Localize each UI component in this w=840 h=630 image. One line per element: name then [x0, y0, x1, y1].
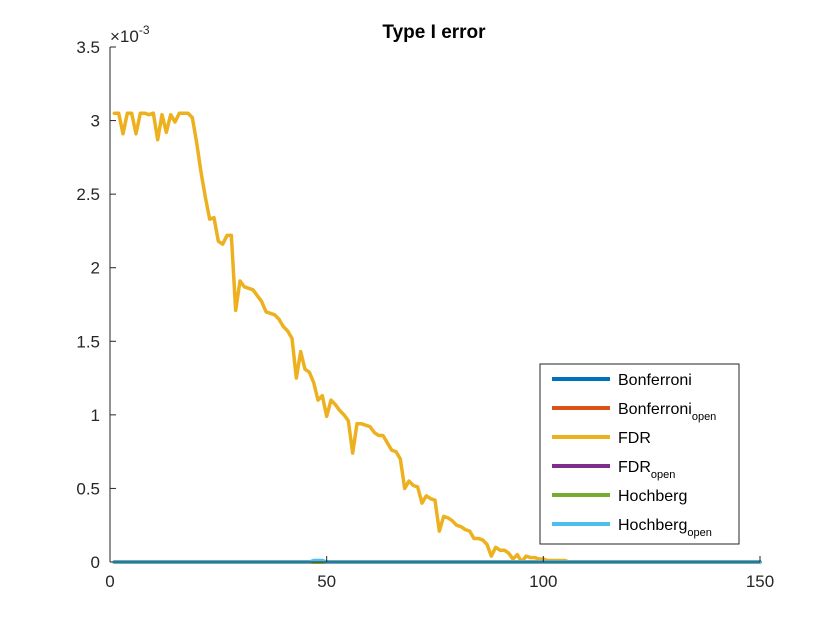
legend: Bonferroni Bonferroniopen FDR FDRopen Hochbe…	[539, 363, 740, 545]
svg-text:×10-3: ×10-3	[110, 23, 150, 46]
legend-label: Hochbergopen	[618, 517, 712, 539]
y-tick-label: 0	[91, 553, 100, 572]
y-axis-exponent: ×10-3	[110, 23, 150, 46]
chart-title: Type I error	[382, 22, 486, 43]
y-tick-label: 3	[91, 112, 100, 131]
x-tick-label: 100	[529, 572, 557, 591]
legend-label: FDRopen	[618, 459, 675, 481]
x-tick-label: 50	[317, 572, 336, 591]
legend-label: Hochberg	[618, 488, 687, 505]
y-tick-label: 2.5	[76, 185, 100, 204]
y-tick-label: 2	[91, 259, 100, 278]
legend-label: FDR	[618, 430, 651, 447]
x-tick-label: 150	[746, 572, 774, 591]
y-tick-label: 0.5	[76, 479, 100, 498]
plot-area: 0 50 100 150 0 0.5 1 1.5 2 2.5 3 3.5	[76, 38, 774, 591]
y-axis-exponent-base: ×10	[110, 27, 139, 46]
legend-label: Bonferroniopen	[618, 401, 716, 423]
y-tick-label: 3.5	[76, 38, 100, 57]
series-line-fdr	[112, 111, 762, 564]
legend-label: Bonferroni	[618, 372, 692, 389]
legend-box	[539, 363, 740, 545]
y-tick-label: 1.5	[76, 332, 100, 351]
y-axis-exponent-power: -3	[139, 23, 150, 37]
x-tick-label: 0	[105, 572, 114, 591]
y-tick-label: 1	[91, 406, 100, 425]
